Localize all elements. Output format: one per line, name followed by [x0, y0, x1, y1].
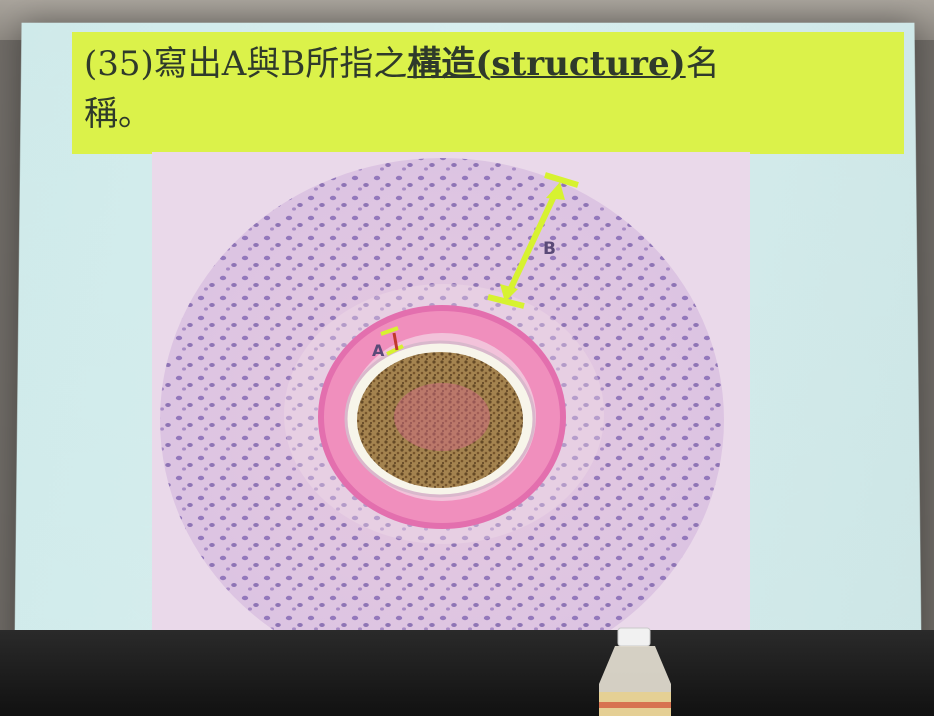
water-bottle-icon: [585, 626, 685, 716]
a-arrow: [394, 333, 397, 350]
b-arrow-head-top: [546, 182, 565, 200]
label-b: B: [543, 239, 556, 259]
room-floor: [0, 630, 934, 716]
b-top-marker: [545, 175, 578, 185]
label-a: A: [372, 341, 385, 360]
